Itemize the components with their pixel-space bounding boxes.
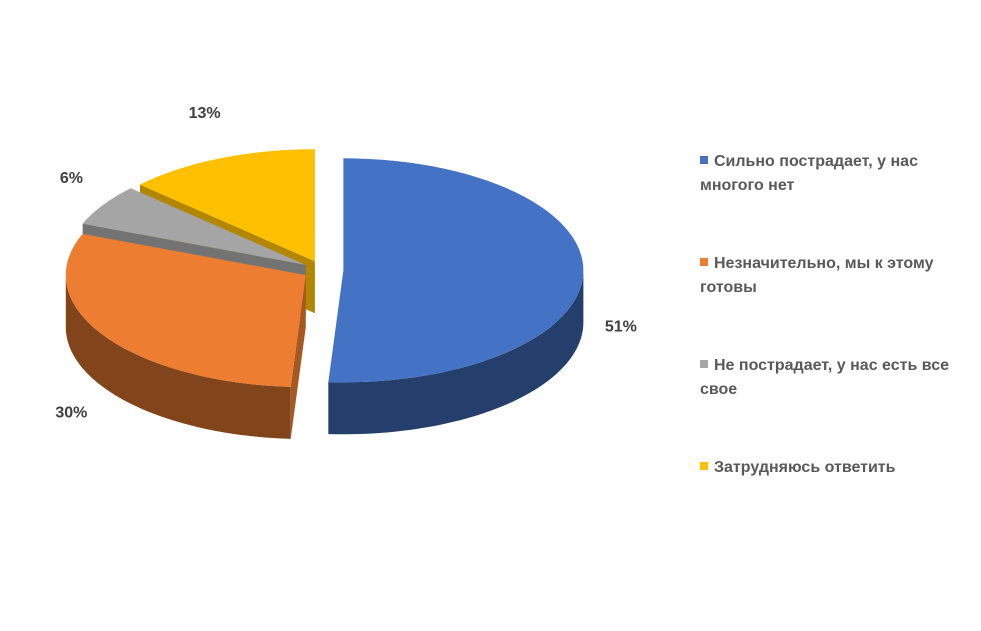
legend-label: Не пострадает, у нас есть все свое [700,357,949,398]
legend-label: Незначительно, мы к этому готовы [700,255,934,296]
legend-item: Незначительно, мы к этому готовы [700,252,968,300]
legend-swatch [700,156,708,164]
legend-item: Сильно пострадает, у нас многого нет [700,150,968,198]
legend-label: Сильно пострадает, у нас многого нет [700,153,918,194]
legend-swatch [700,360,708,368]
legend-swatch [700,258,708,266]
slice [328,158,584,383]
data-label: 51% [605,319,637,336]
slice [65,233,306,387]
data-label: 13% [189,105,221,122]
data-label: 6% [60,170,83,187]
legend-item: Затрудняюсь ответить [700,456,968,480]
slice [139,149,315,262]
slice-wall [328,270,584,435]
legend-label: Затрудняюсь ответить [714,459,896,476]
data-label: 30% [55,404,87,421]
slice [82,188,306,265]
legend-swatch [700,462,708,470]
slice-wall [65,275,291,439]
legend-item: Не пострадает, у нас есть все свое [700,354,968,402]
slice-side [290,275,306,439]
